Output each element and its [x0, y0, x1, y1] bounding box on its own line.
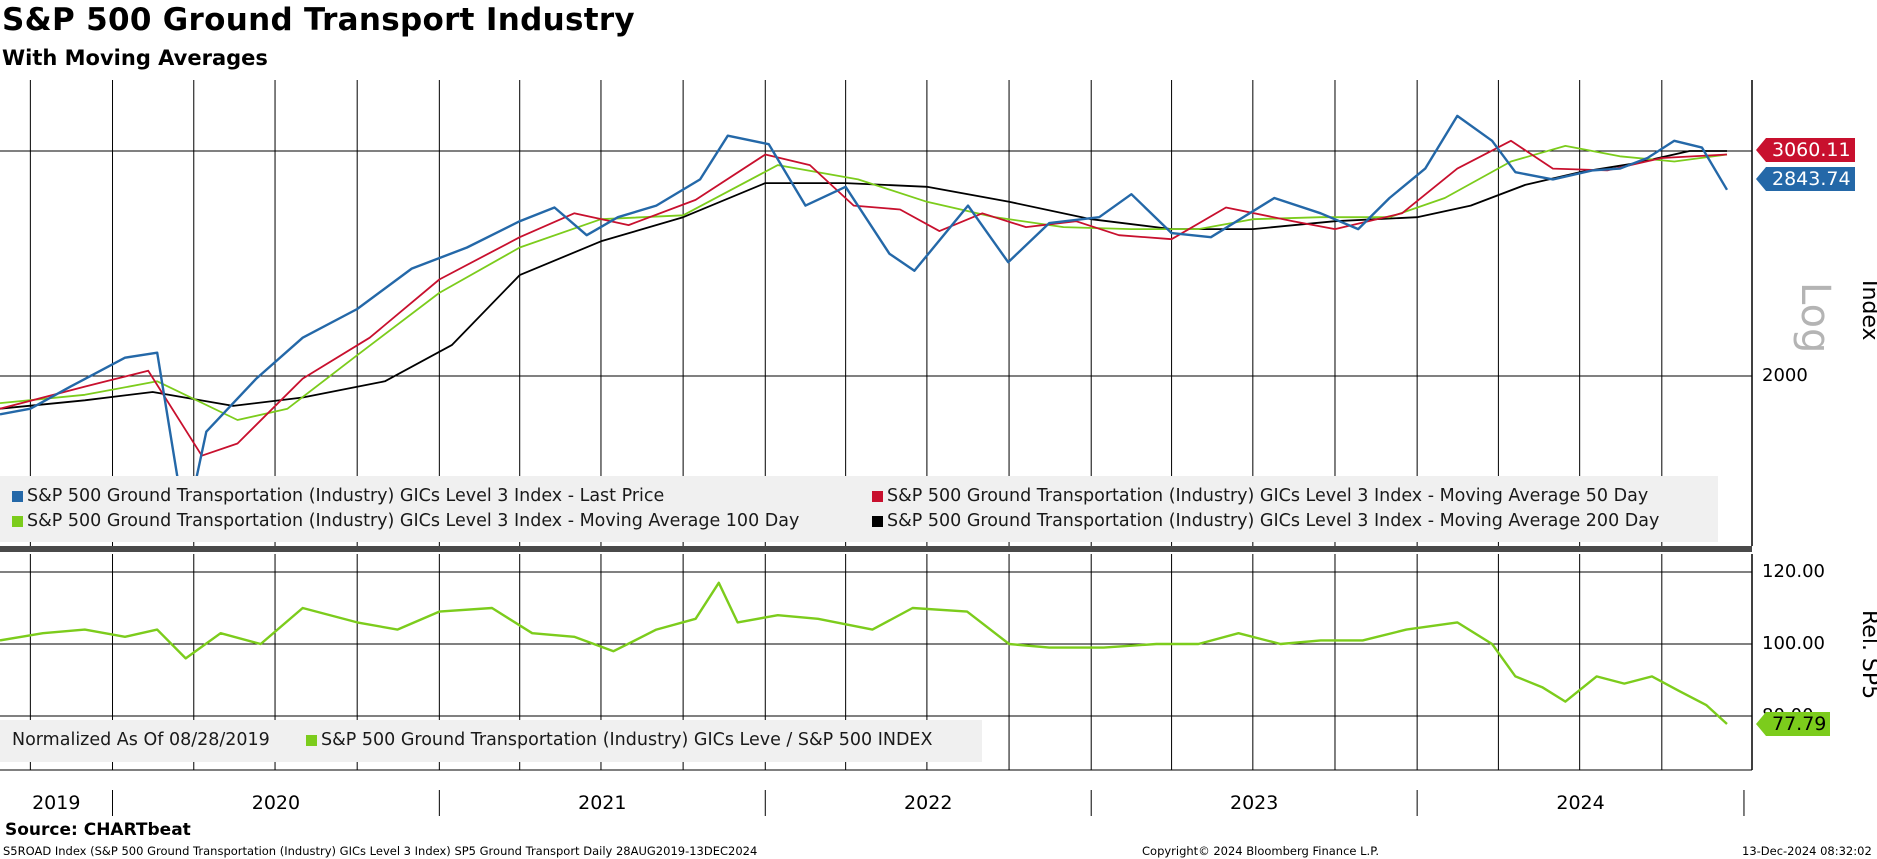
upper-ylabel: Index	[1857, 280, 1877, 341]
footer-description: S5ROAD Index (S&P 500 Ground Transportat…	[3, 844, 758, 858]
last-value-tag-relative: 77.79	[1755, 711, 1831, 736]
legend-label: S&P 500 Ground Transportation (Industry)…	[887, 486, 1649, 506]
legend-item-relative: S&P 500 Ground Transportation (Industry)…	[306, 730, 932, 750]
legend-swatch	[872, 515, 883, 527]
legend-label: S&P 500 Ground Transportation (Industry)…	[27, 511, 800, 531]
last-value-tag-ma200: 3060.11	[1756, 138, 1855, 162]
x-year-label: 2020	[251, 792, 301, 814]
legend-swatch	[12, 490, 23, 502]
source-note: Source: CHARTbeat	[5, 820, 191, 840]
x-year-label: 2019	[32, 792, 81, 814]
legend-label: S&P 500 Ground Transportation (Industry)…	[27, 486, 665, 506]
log-scale-label: Log	[1792, 282, 1838, 354]
legend-item-ma100: S&P 500 Ground Transportation (Industry)…	[12, 511, 799, 531]
footer-timestamp: 13-Dec-2024 08:32:02	[1742, 844, 1872, 858]
series-line-last_price	[0, 114, 1729, 530]
x-year-label: 2021	[578, 792, 627, 814]
lower-ylabel: Rel. SP5	[1857, 610, 1877, 700]
upper-ytick-label: 2000	[1762, 364, 1808, 386]
gridlines	[0, 80, 1752, 770]
legend-item-normalized-note: Normalized As Of 08/28/2019	[12, 730, 270, 750]
panel-separator	[0, 546, 1752, 552]
upper-legend: S&P 500 Ground Transportation (Industry)…	[0, 476, 1718, 542]
legend-item-ma200: S&P 500 Ground Transportation (Industry)…	[872, 511, 1659, 531]
legend-item-ma50: S&P 500 Ground Transportation (Industry)…	[872, 486, 1648, 506]
chart-title: S&P 500 Ground Transport Industry	[2, 2, 635, 38]
series-line-relative	[0, 581, 1728, 725]
legend-label: S&P 500 Ground Transportation (Industry)…	[321, 730, 933, 750]
lower-series-group	[0, 581, 1728, 725]
legend-label: S&P 500 Ground Transportation (Industry)…	[887, 511, 1660, 531]
upper-series-group	[0, 114, 1729, 530]
x-year-label: 2022	[904, 792, 953, 814]
lower-ytick-label: 120.00	[1762, 561, 1825, 582]
lower-ytick-label: 100.00	[1762, 633, 1825, 654]
footer-copyright: Copyright© 2024 Bloomberg Finance L.P.	[1142, 844, 1379, 858]
series-line-ma200	[0, 150, 1727, 410]
legend-swatch	[12, 515, 23, 527]
x-year-label: 2023	[1229, 792, 1279, 814]
series-line-ma100	[0, 144, 1728, 421]
series-line-ma50	[0, 139, 1728, 457]
legend-swatch	[306, 734, 317, 746]
last-value-tag-last-price: 2843.74	[1756, 167, 1855, 191]
chart-subtitle: With Moving Averages	[2, 46, 268, 70]
legend-item-last-price: S&P 500 Ground Transportation (Industry)…	[12, 486, 664, 506]
legend-label: Normalized As Of 08/28/2019	[12, 730, 270, 750]
lower-legend: Normalized As Of 08/28/2019 S&P 500 Grou…	[0, 720, 982, 762]
legend-swatch	[872, 490, 883, 502]
x-year-label: 2024	[1556, 792, 1605, 814]
axes	[0, 80, 1753, 816]
